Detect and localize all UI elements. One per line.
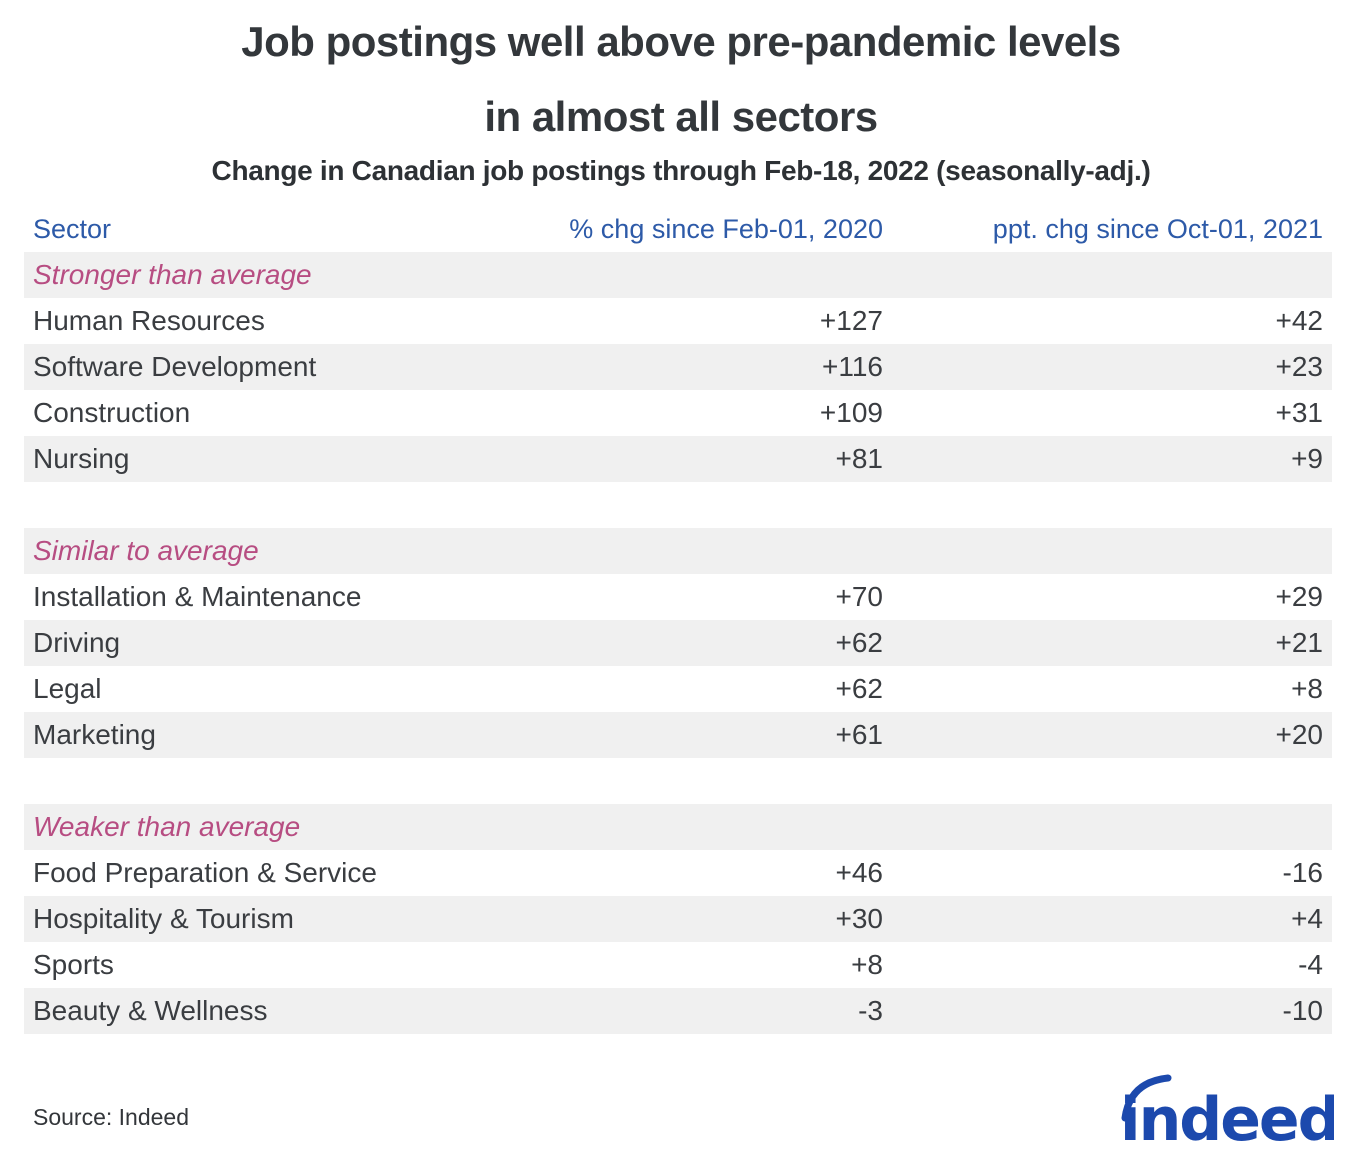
sector-table: Sector % chg since Feb-01, 2020 ppt. chg… bbox=[24, 206, 1332, 1034]
sector-name: Software Development bbox=[33, 351, 317, 382]
sector-name: Hospitality & Tourism bbox=[33, 903, 294, 934]
ppt-chg-value: +29 bbox=[1275, 581, 1324, 612]
table-row: Sports +8 -4 bbox=[24, 942, 1332, 988]
group-header: Weaker than average bbox=[24, 804, 1332, 850]
group-stronger-than-average: Stronger than average Human Resources +1… bbox=[24, 252, 1332, 482]
table-row: Human Resources +127 +42 bbox=[24, 298, 1332, 344]
pct-chg-value: +46 bbox=[835, 857, 884, 888]
sector-name: Legal bbox=[33, 673, 102, 704]
ppt-chg-value: +20 bbox=[1275, 719, 1324, 750]
pct-chg-value: +116 bbox=[822, 351, 883, 382]
footer: Source: Indeed indeed bbox=[0, 1070, 1362, 1156]
indeed-logo-icon: indeed bbox=[1120, 1074, 1341, 1155]
page-subtitle: Change in Canadian job postings through … bbox=[211, 155, 1151, 186]
pct-chg-value: +70 bbox=[835, 581, 884, 612]
logo-wordmark: indeed bbox=[1120, 1085, 1334, 1146]
table-row: Software Development +116 +23 bbox=[24, 344, 1332, 390]
table-row: Nursing +81 +9 bbox=[24, 436, 1332, 482]
group-label: Stronger than average bbox=[33, 259, 312, 290]
ppt-chg-value: +9 bbox=[1291, 443, 1323, 474]
column-header-pct-chg: % chg since Feb-01, 2020 bbox=[569, 214, 883, 244]
table-row: Legal +62 +8 bbox=[24, 666, 1332, 712]
pct-chg-value: +81 bbox=[835, 443, 884, 474]
page-title-line2: in almost all sectors bbox=[484, 93, 878, 140]
ppt-chg-value: -10 bbox=[1282, 995, 1323, 1026]
sector-name: Driving bbox=[33, 627, 121, 658]
table-header-row: Sector % chg since Feb-01, 2020 ppt. chg… bbox=[24, 206, 1332, 252]
sector-name: Human Resources bbox=[33, 305, 265, 336]
pct-chg-value: +62 bbox=[835, 673, 884, 704]
sector-name: Marketing bbox=[33, 719, 156, 750]
group-header: Stronger than average bbox=[24, 252, 1332, 298]
sector-name: Beauty & Wellness bbox=[33, 995, 268, 1026]
logo-arc-icon bbox=[1121, 1074, 1172, 1122]
pct-chg-value: +109 bbox=[819, 397, 883, 428]
table-row: Marketing +61 +20 bbox=[24, 712, 1332, 758]
pct-chg-value: +8 bbox=[851, 949, 883, 980]
ppt-chg-value: +4 bbox=[1291, 903, 1323, 934]
page-title-line1: Job postings well above pre-pandemic lev… bbox=[241, 18, 1121, 65]
table-row: Hospitality & Tourism +30 +4 bbox=[24, 896, 1332, 942]
ppt-chg-value: -16 bbox=[1282, 857, 1323, 888]
sector-name: Construction bbox=[33, 397, 191, 428]
pct-chg-value: -3 bbox=[858, 995, 883, 1026]
ppt-chg-value: +21 bbox=[1275, 627, 1324, 658]
group-weaker-than-average: Weaker than average Food Preparation & S… bbox=[24, 804, 1332, 1034]
ppt-chg-value: +8 bbox=[1291, 673, 1323, 704]
group-label: Weaker than average bbox=[33, 811, 301, 842]
pct-chg-value: +30 bbox=[835, 903, 884, 934]
table-row: Food Preparation & Service +46 -16 bbox=[24, 850, 1332, 896]
column-header-sector: Sector bbox=[33, 214, 112, 244]
sector-name: Nursing bbox=[33, 443, 130, 474]
sector-name: Food Preparation & Service bbox=[33, 857, 377, 888]
group-label: Similar to average bbox=[33, 535, 259, 566]
table-row: Construction +109 +31 bbox=[24, 390, 1332, 436]
sector-name: Sports bbox=[33, 949, 114, 980]
ppt-chg-value: +31 bbox=[1275, 397, 1324, 428]
column-header-ppt-chg: ppt. chg since Oct-01, 2021 bbox=[992, 214, 1323, 244]
indeed-logo: indeed bbox=[1118, 1070, 1341, 1155]
sector-name: Installation & Maintenance bbox=[33, 581, 362, 612]
source-note: Source: Indeed bbox=[33, 1104, 190, 1130]
title-block: Job postings well above pre-pandemic lev… bbox=[0, 0, 1362, 188]
table-row: Installation & Maintenance +70 +29 bbox=[24, 574, 1332, 620]
table-row: Beauty & Wellness -3 -10 bbox=[24, 988, 1332, 1034]
group-header: Similar to average bbox=[24, 528, 1332, 574]
pct-chg-value: +62 bbox=[835, 627, 884, 658]
pct-chg-value: +127 bbox=[819, 305, 883, 336]
table-row: Driving +62 +21 bbox=[24, 620, 1332, 666]
pct-chg-value: +61 bbox=[835, 719, 884, 750]
ppt-chg-value: +42 bbox=[1275, 305, 1324, 336]
group-similar-to-average: Similar to average Installation & Mainte… bbox=[24, 528, 1332, 758]
ppt-chg-value: -4 bbox=[1298, 949, 1323, 980]
ppt-chg-value: +23 bbox=[1275, 351, 1324, 382]
